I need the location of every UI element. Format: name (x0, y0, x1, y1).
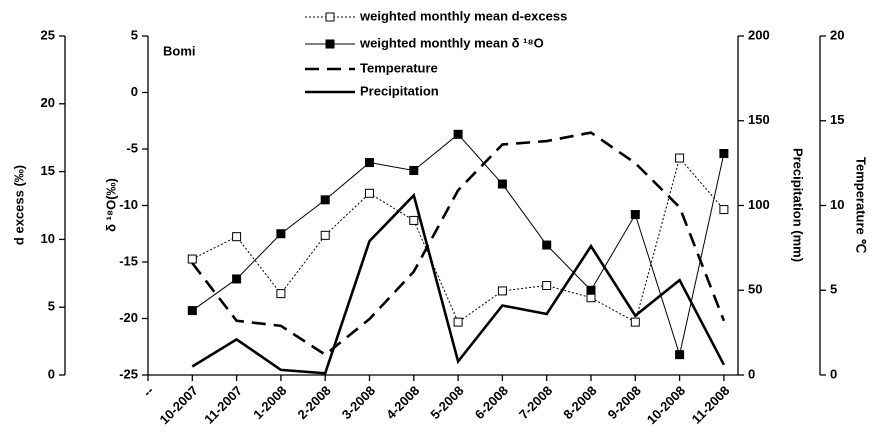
y2-tick-label: -5 (126, 140, 138, 155)
y3-tick-label: 150 (748, 112, 770, 127)
y3-tick-label: 50 (748, 282, 762, 297)
legend-label: weighted monthly mean δ ¹⁸O (359, 35, 544, 50)
marker (675, 153, 685, 163)
marker (719, 205, 729, 215)
x-tick-label: 9-2008 (605, 383, 644, 422)
y2-tick-label: -15 (119, 253, 138, 268)
marker (276, 289, 286, 299)
legend-label: Temperature (360, 60, 438, 75)
x-tick-label: 3-2008 (339, 383, 378, 422)
marker (453, 317, 463, 327)
y4-axis-label: Temperature ℃ (854, 157, 869, 253)
y4-tick-label: 15 (830, 112, 844, 127)
y-tick-label: 15 (41, 163, 55, 178)
y-tick-label: 0 (48, 366, 55, 381)
marker (675, 350, 685, 360)
y2-tick-label: 5 (131, 27, 138, 42)
y4-tick-label: 5 (830, 282, 837, 297)
x-tick-label: 7-2008 (516, 383, 555, 422)
marker (719, 149, 729, 159)
x-tick-label: 10-2008 (644, 383, 688, 427)
marker (542, 240, 552, 250)
marker (365, 188, 374, 198)
marker (497, 179, 507, 189)
y2-tick-label: -20 (119, 310, 138, 325)
marker (497, 286, 507, 296)
y-tick-label: 5 (48, 299, 55, 314)
marker (409, 165, 419, 175)
marker (187, 306, 197, 316)
marker (187, 254, 197, 264)
x-tick-label: -- (140, 383, 157, 400)
marker (232, 232, 242, 242)
x-tick-label: 11-2007 (201, 383, 245, 427)
y-tick-label: 10 (41, 231, 55, 246)
x-tick-label: 11-2008 (689, 383, 733, 427)
marker (320, 230, 330, 240)
marker (276, 229, 286, 239)
x-tick-label: 8-2008 (560, 383, 599, 422)
marker (320, 195, 330, 205)
legend-label: Precipitation (360, 83, 439, 98)
y3-tick-label: 0 (748, 366, 755, 381)
marker (232, 274, 242, 284)
y2-axis-label: δ ¹⁸O(‰) (103, 178, 118, 232)
y3-tick-label: 100 (748, 197, 770, 212)
y-tick-label: 25 (41, 27, 55, 42)
x-tick-label: 4-2008 (383, 383, 422, 422)
legend-marker (325, 12, 335, 22)
y2-tick-label: -25 (119, 366, 138, 381)
marker (586, 293, 596, 303)
x-tick-label: 1-2008 (250, 383, 289, 422)
y2-tick-label: -10 (119, 197, 138, 212)
y4-tick-label: 20 (830, 27, 844, 42)
y4-tick-label: 0 (830, 366, 837, 381)
x-tick-label: 10-2007 (157, 383, 201, 427)
series-line (191, 131, 726, 357)
marker (630, 210, 640, 220)
marker (542, 281, 552, 291)
series-line (191, 192, 726, 375)
legend-label: weighted monthly mean d-excess (359, 8, 567, 23)
marker (453, 129, 463, 139)
legend-marker (325, 39, 335, 49)
marker (409, 215, 419, 225)
y-tick-label: 20 (41, 95, 55, 110)
series-line (192, 156, 725, 323)
marker (586, 285, 596, 295)
x-tick-label: 6-2008 (472, 383, 511, 422)
x-tick-label: 2-2008 (295, 383, 334, 422)
marker (365, 158, 374, 168)
marker (630, 317, 640, 327)
y3-tick-label: 200 (748, 27, 770, 42)
y4-tick-label: 10 (830, 197, 844, 212)
y-axis-label: d excess (‰) (11, 165, 26, 245)
y2-tick-label: 0 (131, 84, 138, 99)
y3-axis-label: Precipitation (mm) (791, 148, 806, 262)
annotation: Bomi (163, 43, 196, 58)
x-tick-label: 5-2008 (427, 383, 466, 422)
